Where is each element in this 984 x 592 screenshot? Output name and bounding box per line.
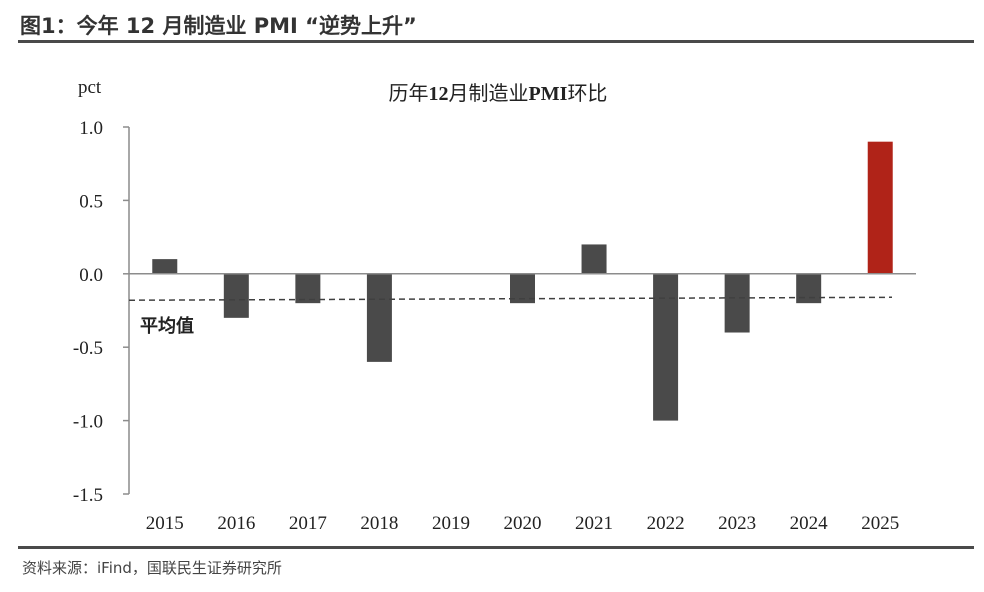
bar-2025 xyxy=(867,141,893,274)
bar-2015 xyxy=(152,259,178,274)
y-tick-label: 0.0 xyxy=(79,265,103,286)
x-tick-label: 2023 xyxy=(718,513,756,534)
figure-footer: 资料来源：iFind，国联民生证券研究所 xyxy=(18,546,974,577)
chart-title: 历年12月制造业PMI环比 xyxy=(389,81,608,105)
bar-2017 xyxy=(295,273,321,304)
bar-2018 xyxy=(366,273,392,362)
x-tick-label: 2020 xyxy=(504,513,542,534)
y-axis-unit-label: pct xyxy=(78,77,102,98)
x-tick-label: 2025 xyxy=(861,513,899,534)
bar-2016 xyxy=(223,273,249,318)
chart-title-part: 12 xyxy=(429,83,449,105)
y-tick-label: 1.0 xyxy=(79,118,103,139)
figure-header: 图1：今年 12 月制造业 PMI “逆势上升” xyxy=(18,6,974,43)
y-tick-label: -1.0 xyxy=(73,412,103,433)
bar-2021 xyxy=(581,244,607,274)
x-tick-label: 2022 xyxy=(647,513,685,534)
chart-title-part: PMI xyxy=(529,83,568,105)
y-tick-label: -1.5 xyxy=(73,485,103,506)
x-tick-label: 2019 xyxy=(432,513,470,534)
figure-heading: 图1：今年 12 月制造业 PMI “逆势上升” xyxy=(20,14,417,38)
average-line xyxy=(128,296,893,301)
bar-2022 xyxy=(653,273,679,421)
chart-title-part: 月制造业 xyxy=(449,81,529,105)
average-label: 平均值 xyxy=(140,315,194,337)
chart-title-part: 环比 xyxy=(567,81,607,105)
y-tick-label: -0.5 xyxy=(73,338,103,359)
bar-2024 xyxy=(796,273,822,304)
x-tick-label: 2021 xyxy=(575,513,613,534)
source-note: 资料来源：iFind，国联民生证券研究所 xyxy=(22,559,282,577)
x-tick-label: 2017 xyxy=(289,513,327,534)
x-tick-label: 2018 xyxy=(360,513,398,534)
y-tick-label: 0.5 xyxy=(79,191,103,212)
x-tick-label: 2016 xyxy=(217,513,255,534)
plot-area: 1.0 0.5 0.0 -0.5 -1.0 -1.5 平均值 2015 2016 2017 2018… xyxy=(73,118,916,534)
x-tick-label: 2024 xyxy=(790,513,829,534)
x-tick-label: 2015 xyxy=(146,513,184,534)
chart-title-part: 历年 xyxy=(389,81,429,105)
bar-2023 xyxy=(724,273,750,333)
